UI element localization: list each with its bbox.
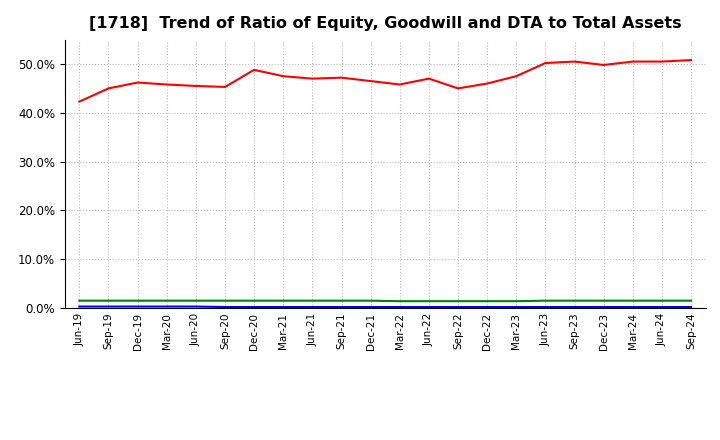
Goodwill — [541, 304, 550, 310]
Deferred Tax Assets — [512, 298, 521, 304]
Equity — [337, 75, 346, 81]
Equity — [687, 58, 696, 63]
Goodwill — [483, 304, 492, 310]
Deferred Tax Assets — [454, 298, 462, 304]
Equity — [279, 73, 287, 79]
Goodwill — [687, 304, 696, 310]
Goodwill — [454, 304, 462, 310]
Goodwill — [599, 304, 608, 310]
Deferred Tax Assets — [629, 298, 637, 303]
Goodwill — [512, 304, 521, 310]
Deferred Tax Assets — [425, 298, 433, 304]
Deferred Tax Assets — [279, 298, 287, 303]
Goodwill — [366, 304, 375, 310]
Equity — [599, 62, 608, 68]
Title: [1718]  Trend of Ratio of Equity, Goodwill and DTA to Total Assets: [1718] Trend of Ratio of Equity, Goodwil… — [89, 16, 682, 32]
Equity — [75, 99, 84, 104]
Goodwill — [425, 304, 433, 310]
Goodwill — [163, 304, 171, 309]
Deferred Tax Assets — [599, 298, 608, 303]
Equity — [570, 59, 579, 64]
Goodwill — [629, 304, 637, 310]
Equity — [250, 67, 258, 73]
Goodwill — [657, 304, 666, 310]
Equity — [133, 80, 142, 85]
Goodwill — [133, 304, 142, 309]
Deferred Tax Assets — [687, 298, 696, 303]
Deferred Tax Assets — [104, 298, 113, 303]
Deferred Tax Assets — [133, 298, 142, 303]
Equity — [657, 59, 666, 64]
Equity — [425, 76, 433, 81]
Goodwill — [395, 304, 404, 310]
Equity — [163, 82, 171, 87]
Equity — [629, 59, 637, 64]
Goodwill — [75, 304, 84, 309]
Deferred Tax Assets — [250, 298, 258, 303]
Deferred Tax Assets — [75, 298, 84, 303]
Equity — [366, 78, 375, 84]
Equity — [104, 86, 113, 91]
Equity — [512, 73, 521, 79]
Goodwill — [104, 304, 113, 309]
Deferred Tax Assets — [483, 298, 492, 304]
Deferred Tax Assets — [570, 298, 579, 303]
Goodwill — [279, 304, 287, 310]
Equity — [395, 82, 404, 87]
Deferred Tax Assets — [657, 298, 666, 303]
Deferred Tax Assets — [541, 298, 550, 303]
Goodwill — [308, 304, 317, 310]
Equity — [220, 84, 229, 90]
Deferred Tax Assets — [163, 298, 171, 303]
Goodwill — [250, 304, 258, 310]
Equity — [483, 81, 492, 86]
Equity — [541, 60, 550, 66]
Equity — [454, 86, 462, 91]
Equity — [308, 76, 317, 81]
Deferred Tax Assets — [366, 298, 375, 303]
Goodwill — [337, 304, 346, 310]
Equity — [192, 83, 200, 88]
Deferred Tax Assets — [308, 298, 317, 303]
Goodwill — [192, 304, 200, 309]
Goodwill — [220, 304, 229, 310]
Deferred Tax Assets — [395, 298, 404, 304]
Deferred Tax Assets — [337, 298, 346, 303]
Goodwill — [570, 304, 579, 310]
Line: Equity: Equity — [79, 60, 691, 102]
Deferred Tax Assets — [192, 298, 200, 303]
Deferred Tax Assets — [220, 298, 229, 303]
